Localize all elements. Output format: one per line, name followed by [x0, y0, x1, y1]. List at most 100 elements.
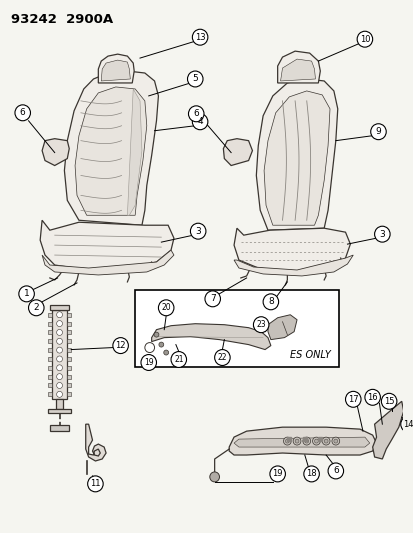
Text: 7: 7 — [209, 294, 215, 303]
Polygon shape — [48, 384, 52, 387]
Circle shape — [204, 291, 220, 307]
Polygon shape — [233, 228, 349, 272]
Circle shape — [312, 437, 320, 445]
Polygon shape — [64, 71, 158, 225]
Text: 3: 3 — [379, 230, 385, 239]
Text: 21: 21 — [173, 355, 183, 364]
Circle shape — [57, 347, 62, 353]
Circle shape — [164, 350, 168, 355]
Polygon shape — [267, 315, 297, 340]
Text: 12: 12 — [115, 341, 126, 350]
Text: 15: 15 — [383, 397, 394, 406]
Polygon shape — [280, 59, 315, 81]
Circle shape — [321, 437, 329, 445]
Circle shape — [374, 226, 389, 242]
Circle shape — [57, 365, 62, 371]
Circle shape — [314, 439, 318, 443]
Circle shape — [327, 463, 343, 479]
Text: 6: 6 — [20, 108, 26, 117]
Circle shape — [57, 312, 62, 318]
Circle shape — [15, 105, 31, 121]
Circle shape — [364, 389, 380, 405]
Circle shape — [19, 286, 34, 302]
Text: ES ONLY: ES ONLY — [290, 350, 330, 360]
Polygon shape — [67, 348, 71, 352]
Circle shape — [263, 294, 278, 310]
Circle shape — [292, 437, 300, 445]
Circle shape — [333, 439, 337, 443]
Circle shape — [57, 356, 62, 362]
Circle shape — [113, 337, 128, 353]
Polygon shape — [48, 340, 52, 343]
Polygon shape — [48, 409, 71, 413]
Text: 10: 10 — [359, 35, 369, 44]
Circle shape — [269, 466, 285, 482]
Circle shape — [171, 352, 186, 367]
Circle shape — [285, 439, 289, 443]
Circle shape — [304, 439, 308, 443]
Text: 6: 6 — [332, 466, 338, 475]
Polygon shape — [67, 340, 71, 343]
Text: 19: 19 — [144, 358, 153, 367]
Polygon shape — [48, 330, 52, 334]
Circle shape — [323, 439, 327, 443]
Polygon shape — [233, 255, 352, 276]
Circle shape — [192, 29, 207, 45]
Text: 9: 9 — [375, 127, 380, 136]
Circle shape — [253, 317, 268, 333]
Polygon shape — [85, 424, 106, 461]
Circle shape — [28, 300, 44, 316]
Polygon shape — [372, 401, 403, 459]
Circle shape — [209, 472, 219, 482]
Polygon shape — [52, 310, 67, 399]
Circle shape — [145, 343, 154, 352]
Text: 1: 1 — [24, 289, 29, 298]
Polygon shape — [67, 392, 71, 397]
Circle shape — [303, 466, 318, 482]
Circle shape — [294, 439, 298, 443]
Circle shape — [283, 437, 290, 445]
Text: 6: 6 — [193, 109, 199, 118]
Text: 16: 16 — [366, 393, 377, 402]
Text: 23: 23 — [256, 320, 265, 329]
Polygon shape — [50, 425, 69, 431]
Circle shape — [188, 106, 204, 122]
Text: 4: 4 — [197, 117, 202, 126]
Polygon shape — [101, 60, 130, 81]
Circle shape — [380, 393, 396, 409]
Circle shape — [57, 374, 62, 379]
Polygon shape — [233, 437, 369, 447]
Circle shape — [57, 338, 62, 344]
Text: 13: 13 — [195, 33, 205, 42]
Polygon shape — [48, 313, 52, 317]
Circle shape — [214, 350, 230, 366]
Polygon shape — [277, 51, 320, 83]
Circle shape — [345, 391, 360, 407]
Circle shape — [88, 476, 103, 492]
Polygon shape — [50, 305, 69, 310]
Text: 17: 17 — [347, 395, 358, 404]
Circle shape — [57, 329, 62, 335]
Text: 11: 11 — [90, 479, 100, 488]
Circle shape — [400, 416, 413, 432]
Text: 93242  2900A: 93242 2900A — [11, 13, 113, 26]
Bar — [135, 290, 338, 367]
Polygon shape — [67, 321, 71, 326]
Circle shape — [370, 124, 385, 140]
Circle shape — [158, 300, 173, 316]
Polygon shape — [229, 427, 376, 455]
Polygon shape — [48, 348, 52, 352]
Circle shape — [187, 71, 202, 87]
Circle shape — [159, 342, 164, 347]
Text: 2: 2 — [33, 303, 39, 312]
Polygon shape — [67, 313, 71, 317]
Polygon shape — [55, 399, 63, 409]
Polygon shape — [75, 87, 147, 215]
Polygon shape — [127, 89, 142, 215]
Polygon shape — [48, 392, 52, 397]
Circle shape — [190, 223, 205, 239]
Polygon shape — [48, 321, 52, 326]
Circle shape — [57, 383, 62, 389]
Polygon shape — [40, 220, 173, 270]
Circle shape — [57, 321, 62, 327]
